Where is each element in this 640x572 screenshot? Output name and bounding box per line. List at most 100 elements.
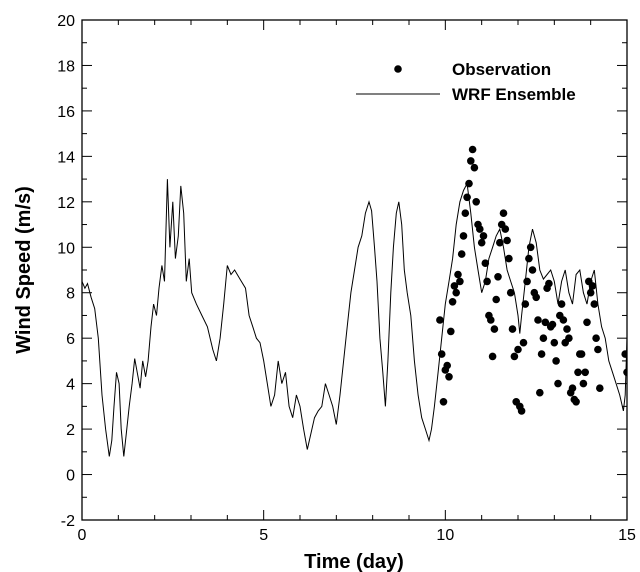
observation-point — [528, 266, 537, 274]
y-tick-label: 18 — [57, 58, 75, 75]
series-line-wrf-ensemble — [82, 179, 627, 457]
observation-point — [492, 295, 501, 304]
observation-point — [483, 277, 491, 286]
legend: Observation WRF Ensemble — [356, 60, 576, 104]
observation-point — [552, 357, 560, 365]
observation-point — [452, 288, 461, 297]
x-axis-title: Time (day) — [304, 551, 404, 572]
observation-point — [437, 350, 446, 358]
observation-point — [563, 325, 571, 333]
observation-point — [476, 225, 484, 233]
y-tick-label: 2 — [66, 422, 75, 439]
x-tick-label: 10 — [436, 527, 454, 544]
observation-point — [517, 407, 526, 415]
observation-point — [470, 163, 479, 172]
observation-point — [450, 282, 459, 290]
observation-point — [596, 384, 604, 393]
observation-point — [501, 225, 510, 233]
observation-point — [490, 325, 499, 333]
observation-point — [505, 254, 513, 263]
observation-point — [506, 288, 515, 297]
observation-point — [568, 384, 577, 393]
x-tick-label: 15 — [618, 527, 636, 544]
observation-point — [436, 316, 444, 324]
y-tick-label: 6 — [66, 331, 75, 348]
observation-point — [557, 300, 566, 308]
y-tick-label: -2 — [61, 513, 75, 530]
legend-observation-marker — [394, 65, 402, 73]
y-tick-label: 8 — [66, 286, 75, 303]
observation-point — [467, 157, 475, 165]
observation-point — [465, 179, 473, 188]
observation-point — [545, 279, 553, 288]
legend-observation-label: Observation — [452, 60, 551, 79]
observation-point — [577, 350, 586, 358]
y-tick-label: 12 — [57, 195, 75, 212]
observation-point — [594, 345, 602, 354]
observation-point — [472, 198, 481, 206]
legend-wrf-ensemble-label: WRF Ensemble — [452, 85, 576, 104]
observation-point — [550, 338, 559, 347]
observation-point — [583, 318, 591, 327]
observation-point — [481, 259, 490, 268]
observation-point — [541, 318, 550, 327]
y-axis-ticks: -2 0 2 4 6 8 10 12 14 16 18 20 — [57, 13, 627, 530]
observation-point — [496, 238, 504, 247]
observation-point — [548, 320, 557, 329]
observation-point — [514, 345, 522, 354]
observation-point — [623, 368, 627, 377]
observation-point — [588, 282, 597, 290]
observation-point — [532, 293, 540, 302]
y-tick-label: 4 — [66, 377, 75, 394]
observation-point — [523, 277, 531, 286]
plot-area — [82, 145, 627, 457]
observation-point — [439, 398, 448, 406]
observation-point — [554, 379, 562, 388]
observation-point — [487, 316, 495, 324]
y-tick-label: 14 — [57, 149, 75, 166]
observation-point — [477, 238, 486, 247]
observation-point — [539, 334, 548, 343]
y-tick-label: 10 — [57, 240, 75, 257]
observation-point — [537, 350, 546, 358]
observation-point — [468, 145, 477, 154]
observation-point — [581, 368, 589, 377]
observation-point — [592, 334, 600, 343]
observation-point — [479, 232, 488, 240]
observation-point — [519, 338, 528, 347]
y-tick-label: 0 — [66, 468, 75, 485]
observation-point — [621, 350, 627, 358]
observation-point — [510, 352, 519, 361]
observation-point — [456, 277, 464, 286]
observation-point — [488, 352, 497, 361]
observation-point — [559, 316, 568, 324]
x-axis-ticks: 0 5 10 15 — [78, 20, 636, 544]
observation-point — [503, 236, 511, 245]
x-tick-label: 0 — [78, 527, 87, 544]
observation-point — [499, 209, 508, 217]
observation-point — [534, 316, 542, 324]
observation-point — [536, 388, 544, 397]
observation-point — [525, 254, 533, 263]
observation-point — [579, 379, 588, 388]
observation-point — [590, 300, 599, 308]
y-tick-label: 20 — [57, 13, 75, 30]
observation-point — [447, 327, 455, 336]
x-tick-label: 5 — [259, 527, 268, 544]
observation-point — [443, 361, 452, 370]
observation-point — [454, 270, 462, 279]
y-tick-label: 16 — [57, 104, 75, 121]
y-axis-title: Wind Speed (m/s) — [13, 186, 35, 354]
observation-point — [448, 298, 457, 306]
observation-point — [526, 243, 535, 252]
observation-point — [565, 334, 573, 343]
observation-point — [494, 273, 502, 281]
observation-point — [445, 373, 453, 381]
observation-point — [508, 325, 517, 333]
observation-point — [463, 193, 471, 202]
observation-point — [586, 288, 595, 297]
observation-point — [521, 300, 530, 308]
observation-point — [574, 368, 582, 377]
observation-point — [457, 250, 466, 258]
